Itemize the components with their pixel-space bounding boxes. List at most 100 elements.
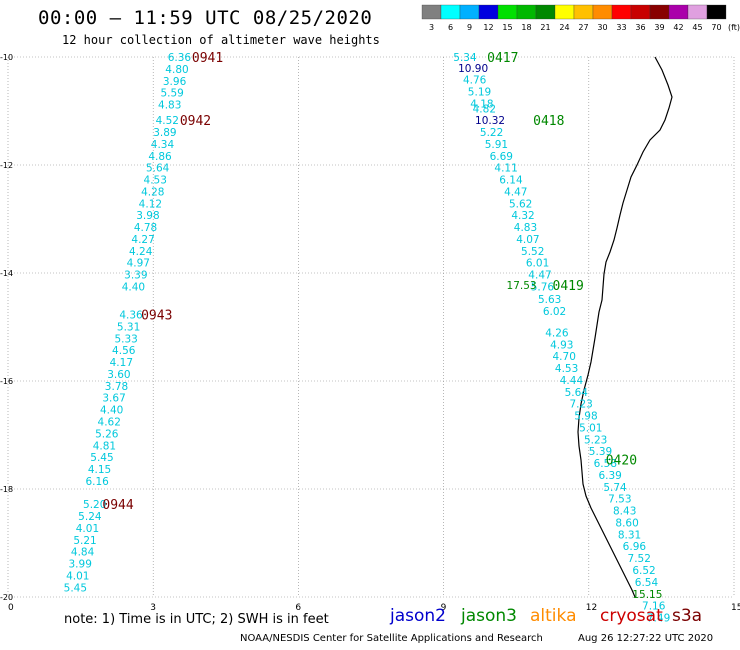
x-tick-label: 12: [586, 603, 597, 613]
swh-value-label: 3.98: [136, 210, 159, 222]
color-scale-swatch: [421, 4, 442, 20]
swh-value-label: 5.63: [538, 294, 561, 306]
swh-value-label: 5.39: [589, 446, 612, 458]
swh-value-label: 3.96: [163, 76, 187, 88]
swh-value-label: 7.49: [647, 613, 670, 625]
swh-value-label: 6.52: [632, 565, 655, 577]
swh-value-label: 5.45: [64, 582, 87, 594]
swh-value-label: 6.14: [499, 175, 523, 187]
pass-time-label: 0418: [533, 114, 564, 129]
color-scale-swatch: [497, 4, 518, 20]
color-scale-swatch: [516, 4, 537, 20]
swh-value-label: 6.16: [85, 476, 109, 488]
y-tick-label: -12: [0, 161, 13, 170]
swh-value-label: 6.02: [543, 306, 566, 318]
color-scale-label: 9: [467, 23, 472, 32]
swh-value-label: 5.21: [73, 535, 96, 547]
swh-value-label: 5.20: [83, 499, 106, 511]
swh-value-label: 4.28: [141, 186, 164, 198]
swh-value-label: 4.47: [528, 270, 551, 282]
swh-value-label: 6.36: [168, 52, 192, 64]
swh-value-label: 4.93: [550, 339, 573, 351]
swh-value-label: 4.97: [127, 258, 150, 270]
color-scale-label: 6: [448, 23, 453, 32]
swh-value-label: 5.26: [95, 428, 119, 440]
swh-value-label: 5.31: [117, 321, 140, 333]
swh-value-label: 5.34: [453, 52, 477, 64]
color-scale-swatch: [630, 4, 651, 20]
color-scale-label: 12: [483, 23, 493, 32]
swh-value-label: 4.12: [139, 198, 162, 210]
color-scale-label: 30: [597, 23, 607, 32]
swh-value-label: 4.01: [66, 570, 89, 582]
y-tick-label: -18: [0, 485, 13, 494]
color-scale-swatch: [535, 4, 556, 20]
color-scale-swatch: [459, 4, 480, 20]
swh-value-label: 4.44: [560, 375, 584, 387]
swh-value-label: 4.86: [148, 151, 172, 163]
swh-value-label: 10.32: [475, 115, 505, 127]
swh-value-label: 5.64: [146, 163, 170, 175]
color-scale-label: 24: [559, 23, 569, 32]
y-tick-label: -14: [0, 269, 13, 278]
color-scale-swatch: [592, 4, 613, 20]
satellite-legend-s3a: s3a: [672, 606, 703, 626]
swh-value-label: 4.11: [494, 163, 517, 175]
color-scale-swatch: [668, 4, 689, 20]
page-title: 00:00 – 11:59 UTC 08/25/2020: [38, 7, 373, 29]
swh-value-label: 3.39: [124, 270, 147, 282]
swh-value-label: 4.34: [151, 139, 175, 151]
satellite-legend-jason2: jason2: [390, 606, 446, 626]
swh-value-label: 5.45: [90, 452, 113, 464]
y-tick-label: -10: [0, 53, 13, 62]
pass-time-label: 0941: [192, 51, 223, 66]
swh-value-label: 5.59: [160, 88, 183, 100]
footer-timestamp: Aug 26 12:27:22 UTC 2020: [578, 633, 714, 644]
color-scale-label: 15: [502, 23, 512, 32]
swh-value-label: 4.70: [553, 351, 576, 363]
color-scale-unit: (ft): [728, 23, 740, 32]
x-tick-label: 9: [441, 603, 447, 613]
swh-value-label: 5.62: [509, 198, 532, 210]
swh-value-label: 5.22: [480, 127, 503, 139]
swh-value-label: 6.54: [635, 577, 659, 589]
swh-value-label: 7.16: [642, 601, 666, 613]
swh-value-label: 4.36: [119, 310, 143, 322]
swh-value-label: 4.56: [112, 345, 136, 357]
swh-value-label: 3.78: [105, 381, 128, 393]
swh-value-label: 4.76: [463, 75, 487, 87]
swh-value-label: 5.24: [78, 511, 102, 523]
color-scale-swatch: [478, 4, 499, 20]
swh-value-label: 4.15: [88, 464, 111, 476]
satellite-legend-altika: altika: [530, 606, 577, 626]
color-scale-swatch: [611, 4, 632, 20]
swh-value-label: 8.60: [615, 517, 638, 529]
color-scale-swatch: [573, 4, 594, 20]
swh-value-label: 15.15: [632, 589, 662, 601]
color-scale-label: 36: [635, 23, 645, 32]
swh-value-label: 5.52: [521, 246, 544, 258]
color-scale-swatch: [706, 4, 727, 20]
y-tick-label: -20: [0, 593, 13, 602]
swh-value-label: 4.80: [165, 64, 188, 76]
swh-value-label: 4.52: [156, 115, 179, 127]
color-scale-label: 18: [521, 23, 531, 32]
swh-value-label: 17.53: [507, 280, 537, 292]
swh-value-label: 4.01: [76, 523, 99, 535]
swh-value-label: 4.32: [511, 210, 534, 222]
pass-time-label: 0417: [487, 51, 518, 66]
swh-value-label: 4.82: [473, 103, 496, 115]
swh-value-label: 6.96: [623, 541, 647, 553]
swh-value-label: 6.69: [490, 151, 513, 163]
swh-value-label: 4.78: [134, 222, 157, 234]
swh-value-label: 10.90: [458, 63, 488, 75]
swh-value-label: 4.17: [110, 357, 133, 369]
swh-value-label: 4.81: [93, 440, 116, 452]
color-scale-label: 70: [711, 23, 721, 32]
satellite-legend-jason3: jason3: [461, 606, 517, 626]
swh-value-label: 4.40: [100, 405, 123, 417]
units-note: note: 1) Time is in UTC; 2) SWH is in fe…: [64, 612, 329, 627]
swh-value-label: 4.53: [144, 175, 167, 187]
color-scale-label: 3: [429, 23, 434, 32]
color-scale-swatch: [687, 4, 708, 20]
